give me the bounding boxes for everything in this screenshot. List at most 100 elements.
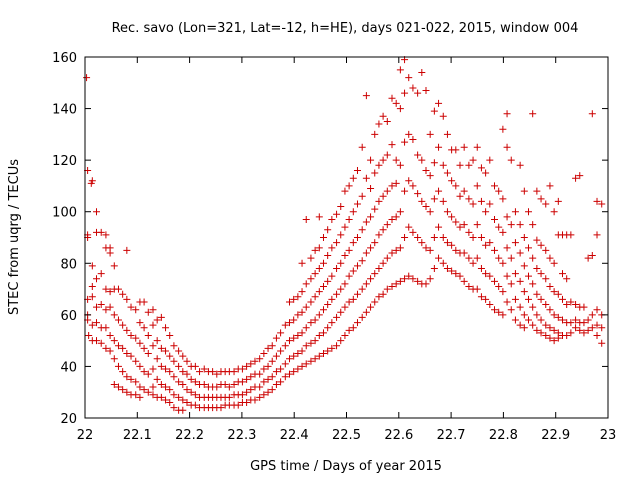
data-point — [272, 380, 280, 388]
data-point — [375, 161, 383, 169]
data-point — [170, 342, 178, 350]
data-point — [102, 231, 110, 239]
data-point — [563, 301, 571, 309]
data-point — [448, 267, 456, 275]
data-point — [405, 272, 413, 280]
data-point — [144, 350, 152, 358]
data-point — [537, 316, 545, 324]
data-point — [213, 383, 221, 391]
data-point — [388, 182, 396, 190]
data-point — [183, 370, 191, 378]
data-point — [123, 350, 131, 358]
data-point — [272, 352, 280, 360]
data-point — [409, 136, 417, 144]
data-point — [290, 352, 298, 360]
data-point — [166, 399, 174, 407]
data-point — [426, 172, 434, 180]
data-point — [311, 293, 319, 301]
data-point — [166, 352, 174, 360]
data-point — [584, 254, 592, 262]
data-point — [123, 326, 131, 334]
data-point — [93, 303, 101, 311]
data-point — [542, 321, 550, 329]
data-point — [443, 169, 451, 177]
data-point — [503, 244, 511, 252]
data-point — [507, 306, 515, 314]
data-point — [328, 215, 336, 223]
data-point — [511, 316, 519, 324]
data-point — [307, 319, 315, 327]
data-point — [486, 239, 494, 247]
data-point — [469, 200, 477, 208]
data-point — [221, 380, 229, 388]
data-point — [294, 331, 302, 339]
data-point — [144, 331, 152, 339]
data-point — [371, 270, 379, 278]
data-point — [328, 344, 336, 352]
data-point — [379, 112, 387, 120]
data-point — [401, 138, 409, 146]
data-point — [452, 218, 460, 226]
data-point — [405, 177, 413, 185]
data-point — [298, 259, 306, 267]
data-point — [337, 285, 345, 293]
x-tick-label: 22.8 — [489, 428, 518, 443]
data-point — [136, 362, 144, 370]
y-tick-label: 160 — [52, 51, 77, 66]
data-point — [554, 313, 562, 321]
data-point — [422, 87, 430, 95]
data-point — [426, 208, 434, 216]
data-point — [144, 370, 152, 378]
data-point — [426, 130, 434, 138]
data-point — [572, 301, 580, 309]
data-point — [576, 326, 584, 334]
data-point — [473, 221, 481, 229]
data-point — [465, 228, 473, 236]
data-point — [217, 404, 225, 412]
data-point — [256, 393, 264, 401]
data-point — [495, 187, 503, 195]
data-point — [482, 169, 490, 177]
data-point — [537, 295, 545, 303]
data-point — [439, 161, 447, 169]
data-point — [319, 306, 327, 314]
data-point — [516, 321, 524, 329]
data-point — [127, 331, 135, 339]
data-point — [495, 223, 503, 231]
data-point — [162, 383, 170, 391]
data-point — [430, 195, 438, 203]
data-point — [358, 257, 366, 265]
data-point — [106, 331, 114, 339]
data-point — [345, 246, 353, 254]
data-point — [525, 295, 533, 303]
data-point — [414, 190, 422, 198]
data-point — [486, 301, 494, 309]
data-point — [341, 187, 349, 195]
data-point — [367, 275, 375, 283]
data-point — [341, 303, 349, 311]
data-point — [367, 213, 375, 221]
data-point — [170, 357, 178, 365]
data-point — [302, 303, 310, 311]
data-point — [567, 329, 575, 337]
x-tick-label: 22.1 — [123, 428, 152, 443]
data-point — [88, 293, 96, 301]
data-point — [333, 290, 341, 298]
data-point — [443, 239, 451, 247]
data-point — [495, 254, 503, 262]
data-point — [157, 362, 165, 370]
data-point — [598, 339, 606, 347]
data-point — [396, 66, 404, 74]
data-point — [448, 241, 456, 249]
data-point — [503, 272, 511, 280]
data-point — [247, 360, 255, 368]
data-point — [349, 174, 357, 182]
data-point — [383, 221, 391, 229]
data-point — [93, 275, 101, 283]
data-point — [132, 306, 140, 314]
data-point — [371, 298, 379, 306]
data-point — [392, 156, 400, 164]
data-point — [179, 406, 187, 414]
data-point — [588, 311, 596, 319]
data-point — [371, 239, 379, 247]
